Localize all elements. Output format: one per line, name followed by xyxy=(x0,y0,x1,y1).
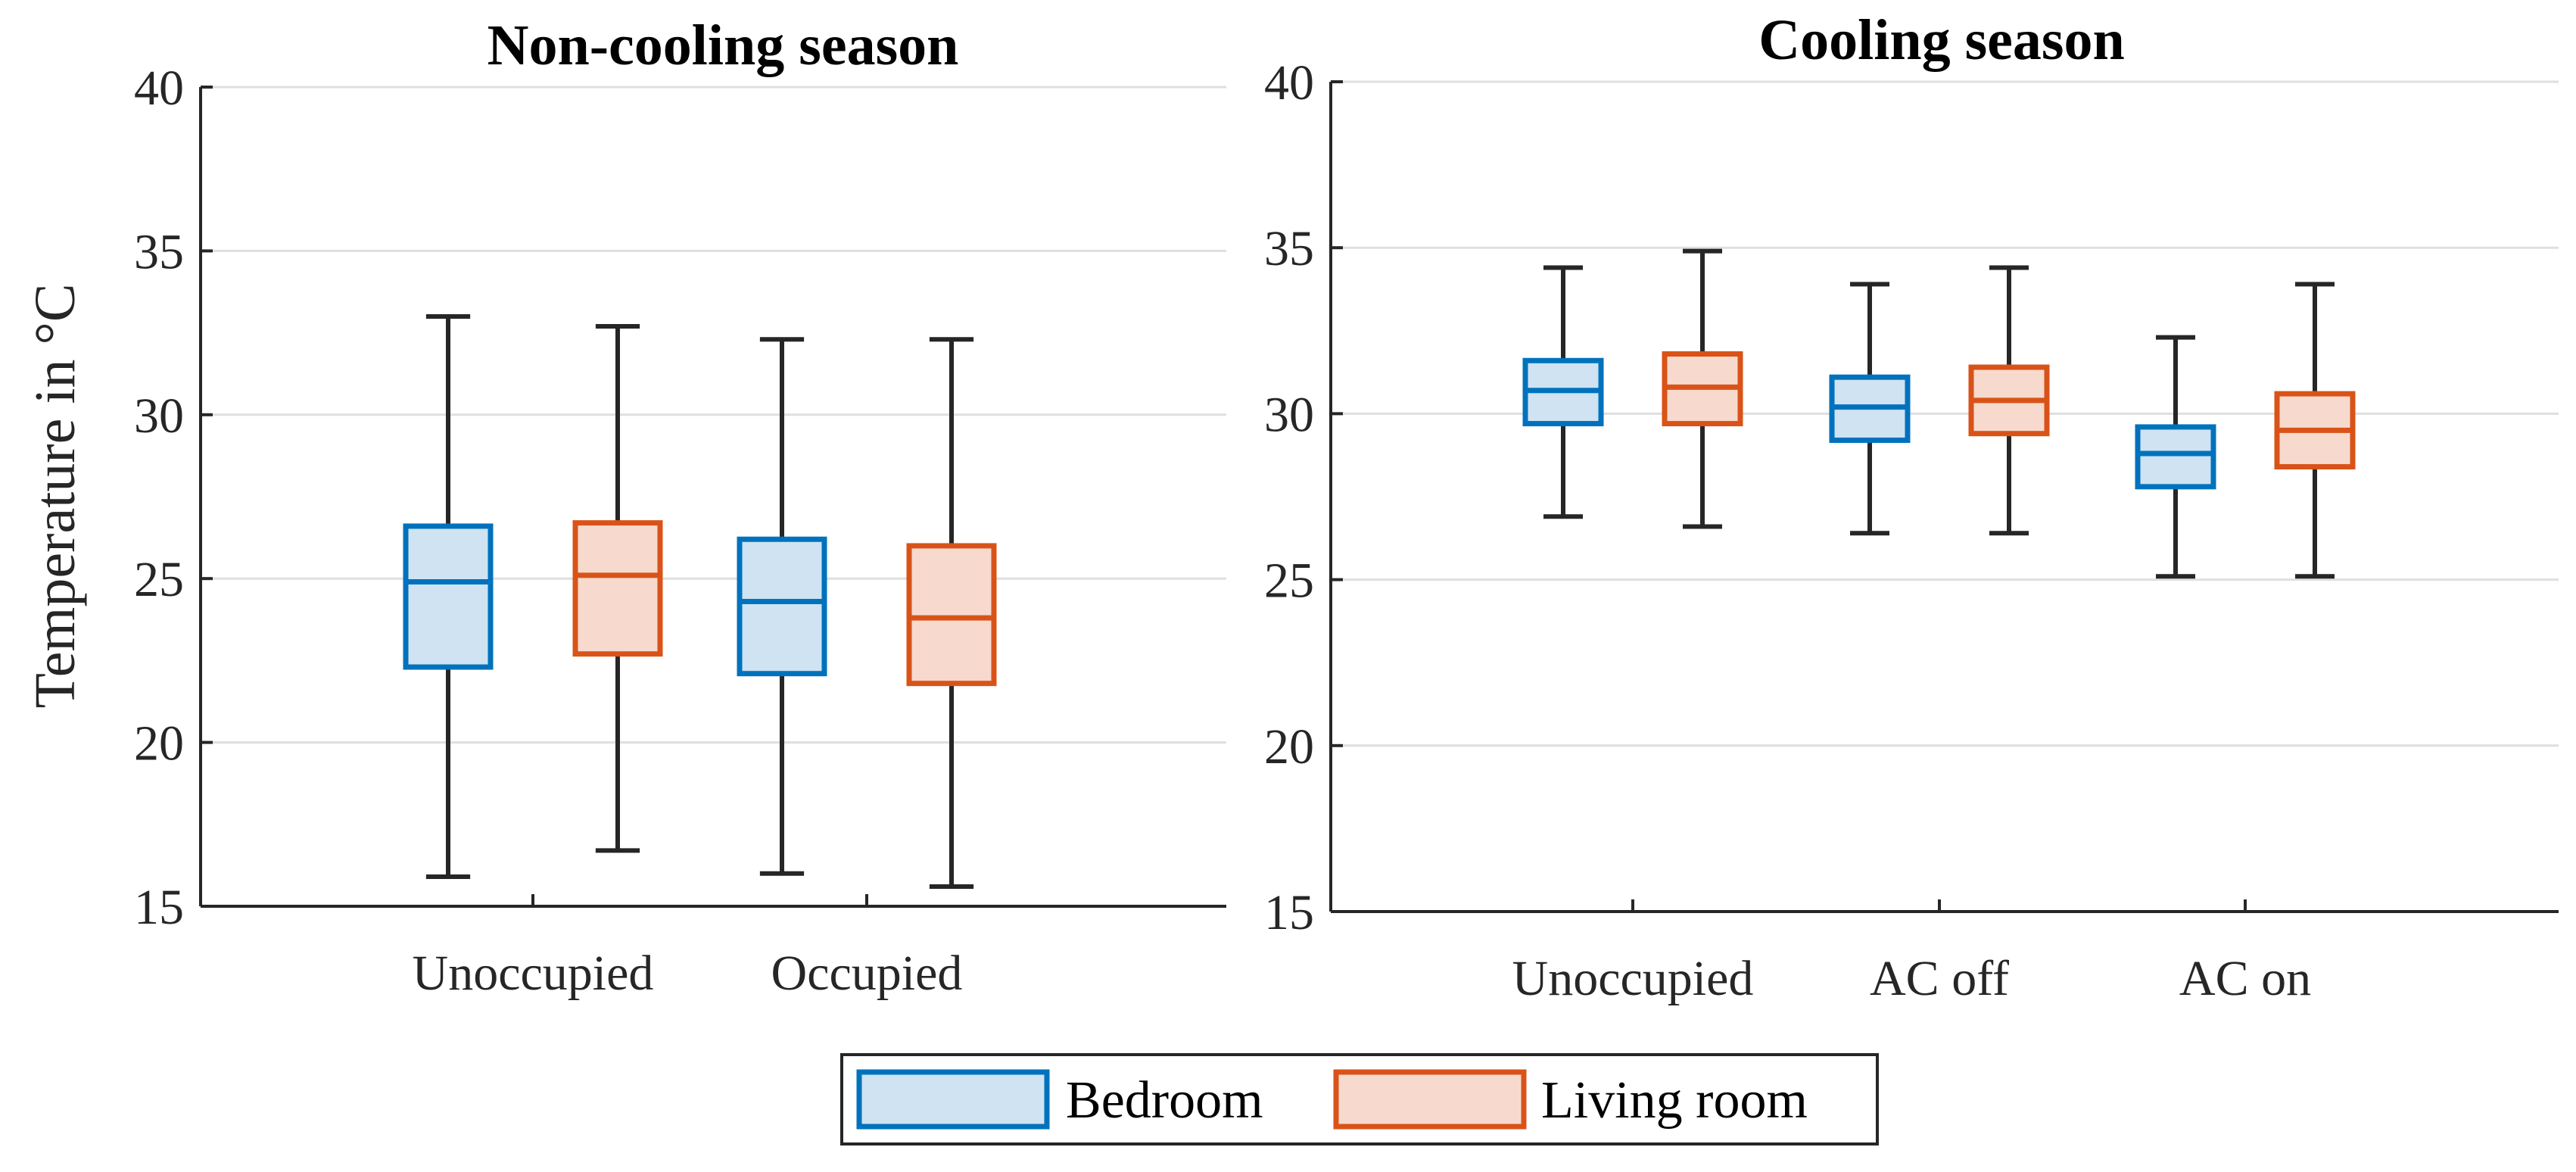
legend-label-bedroom: Bedroom xyxy=(1066,1071,1263,1130)
box-living-room-unoccupied xyxy=(572,323,663,853)
cooling-season-panel: 15 20 25 30 35 40 Unoccupied AC off AC on Cooling… xyxy=(1264,8,2559,1006)
y-tick-label-40: 40 xyxy=(1264,55,1314,111)
box-bedroom-unoccupied xyxy=(403,313,494,880)
y-tick-label-20: 20 xyxy=(1264,719,1314,775)
box-bedroom-ac-off xyxy=(1829,282,1911,536)
x-tick-label-unoccupied: Unoccupied xyxy=(413,946,654,1001)
y-tick-label-15: 15 xyxy=(134,880,184,935)
non-cooling-season-panel: 15 20 25 30 35 40 Unoccupied Occupied Non-coolin… xyxy=(134,14,1226,1001)
panel-title: Non-cooling season xyxy=(487,14,959,77)
box-living-room-unoccupied xyxy=(1662,248,1743,529)
y-tick-label-25: 25 xyxy=(1264,553,1314,609)
x-tick-label-unoccupied: Unoccupied xyxy=(1512,951,1754,1006)
box-body xyxy=(906,543,997,687)
y-axis-label: Temperature in °C xyxy=(23,283,87,708)
y-tick-label-15: 15 xyxy=(1264,885,1314,940)
x-tick-label-ac-off: AC off xyxy=(1870,951,2009,1006)
x-tick-label-occupied: Occupied xyxy=(771,946,963,1001)
legend-label-living-room: Living room xyxy=(1541,1071,1808,1130)
box-bedroom-ac-on xyxy=(2135,335,2216,579)
box-body xyxy=(2135,424,2216,490)
panel-title: Cooling season xyxy=(1758,8,2125,72)
y-tick-label-35: 35 xyxy=(1264,221,1314,276)
box-living-room-ac-on xyxy=(2274,282,2356,579)
box-living-room-ac-off xyxy=(1968,265,2050,536)
y-tick-label-25: 25 xyxy=(134,552,184,607)
box-body xyxy=(737,536,827,677)
y-tick-label-40: 40 xyxy=(134,61,184,116)
y-tick-label-20: 20 xyxy=(134,716,184,771)
x-tick-label-ac-on: AC on xyxy=(2179,951,2311,1006)
legend-swatch-bedroom xyxy=(856,1069,1050,1130)
y-tick-label-35: 35 xyxy=(134,224,184,279)
y-tick-label-30: 30 xyxy=(134,388,184,444)
legend-swatch-living-room xyxy=(1333,1069,1527,1130)
box-body xyxy=(572,520,663,657)
box-bedroom-unoccupied xyxy=(1522,265,1604,519)
legend: Bedroom Living room xyxy=(840,1053,1879,1146)
box-bedroom-occupied xyxy=(737,337,827,876)
box-body xyxy=(403,523,494,670)
y-tick-label-30: 30 xyxy=(1264,387,1314,442)
box-living-room-occupied xyxy=(906,337,997,890)
